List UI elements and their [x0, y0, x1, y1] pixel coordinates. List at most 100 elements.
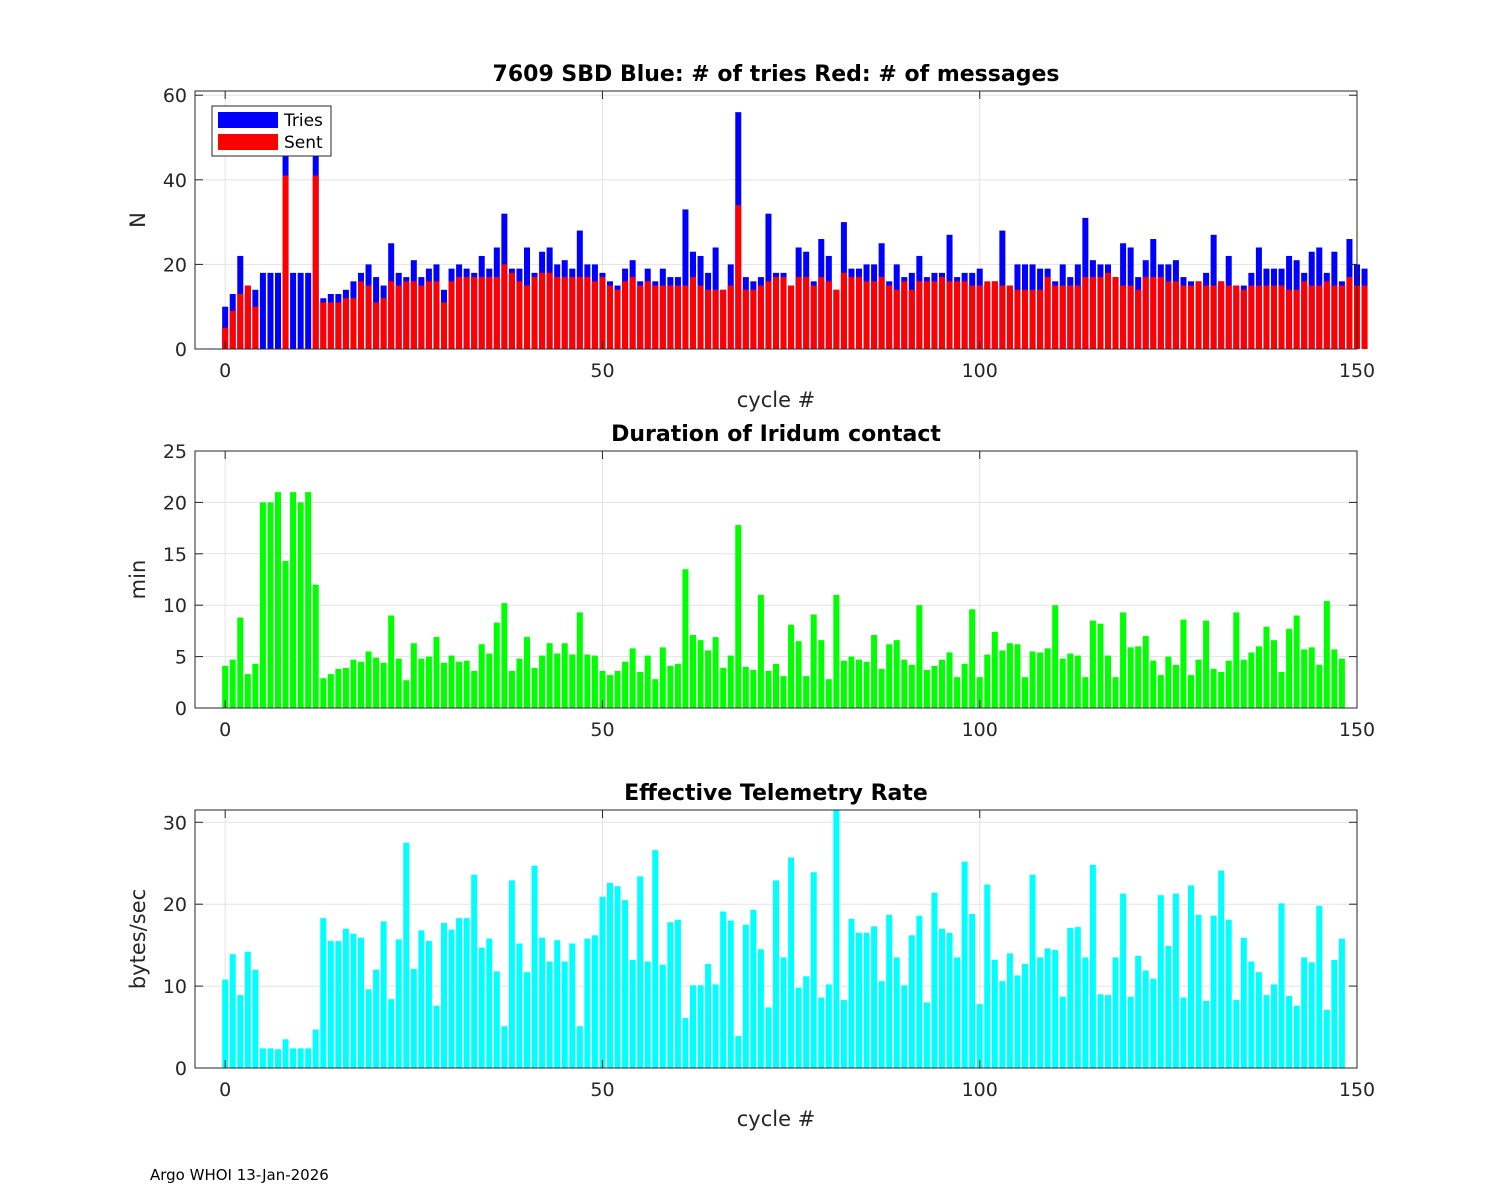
bar — [244, 951, 251, 1068]
bar-sent — [1255, 285, 1262, 349]
bar — [327, 674, 334, 708]
bar-sent — [320, 302, 327, 349]
bar — [1203, 1000, 1210, 1068]
bars — [222, 810, 1345, 1068]
bar-sent — [697, 285, 704, 349]
bar — [244, 674, 251, 708]
bar — [539, 655, 546, 708]
bar — [659, 647, 666, 708]
bar — [320, 678, 327, 708]
bar — [433, 1005, 440, 1068]
bar — [1105, 995, 1111, 1068]
bar — [524, 637, 530, 708]
bar — [1180, 619, 1187, 708]
y-tick-label: 10 — [163, 976, 187, 998]
bar-sent — [1059, 285, 1066, 349]
bar-sent — [493, 277, 500, 349]
bar — [1120, 893, 1127, 1068]
bar-sent — [516, 281, 523, 349]
bar — [282, 560, 289, 708]
bar — [750, 669, 757, 708]
bar — [335, 668, 342, 708]
bar-sent — [1188, 285, 1194, 349]
bar-sent — [599, 277, 606, 349]
bar-sent — [229, 310, 236, 349]
bar — [471, 874, 478, 1068]
bar — [780, 676, 787, 708]
bar-sent — [720, 289, 727, 349]
bar-sent — [591, 281, 598, 349]
bar-sent — [969, 285, 976, 349]
bar — [697, 640, 704, 708]
x-tick-label: 100 — [962, 1079, 998, 1101]
bar — [946, 652, 953, 708]
bar-sent — [644, 281, 651, 349]
bar — [856, 659, 862, 708]
bar — [1150, 978, 1157, 1068]
bar — [290, 1048, 297, 1068]
bar-sent — [856, 277, 862, 349]
bar — [576, 1026, 583, 1068]
bar — [712, 984, 719, 1068]
bar — [591, 655, 598, 708]
bar-tries — [305, 272, 312, 349]
bar — [1044, 648, 1051, 708]
bar — [735, 1036, 742, 1068]
bar — [335, 941, 342, 1068]
bar — [961, 861, 968, 1068]
bar — [833, 810, 840, 1068]
bar — [712, 637, 719, 708]
bar-sent — [705, 289, 712, 349]
y-tick-label: 40 — [163, 170, 187, 192]
bar — [486, 653, 493, 708]
bar — [1286, 995, 1293, 1068]
bar-sent — [674, 285, 681, 349]
bar — [773, 880, 779, 1068]
bar — [516, 658, 523, 708]
bar-sent — [878, 277, 885, 349]
bar — [1203, 620, 1210, 708]
bar — [1301, 957, 1308, 1068]
bar-sent — [607, 285, 613, 349]
bar — [1263, 995, 1270, 1068]
bar — [856, 932, 862, 1068]
bar — [569, 654, 576, 708]
bar — [908, 935, 915, 1068]
bar — [1074, 655, 1081, 708]
bar — [1331, 959, 1338, 1068]
bar — [365, 989, 372, 1068]
bar-sent — [554, 277, 561, 349]
bar-sent — [252, 306, 259, 349]
bar-sent — [1135, 289, 1142, 349]
bar — [848, 656, 855, 708]
bar — [742, 924, 749, 1068]
axes-box — [194, 450, 1358, 709]
bar — [901, 985, 908, 1068]
bar — [1308, 647, 1315, 708]
bar — [365, 651, 372, 708]
bar — [418, 658, 425, 708]
bar-sent — [395, 285, 402, 349]
bar — [508, 670, 515, 708]
bar-sent — [486, 277, 493, 349]
bar-sent — [1165, 281, 1172, 349]
bar — [1248, 652, 1255, 708]
bar — [380, 921, 387, 1068]
bar — [720, 911, 727, 1068]
bar — [1127, 647, 1134, 708]
bar — [410, 968, 417, 1068]
bar — [946, 932, 953, 1068]
y-axis-label: bytes/sec — [126, 889, 150, 989]
bar — [690, 985, 696, 1068]
bar-sent — [810, 285, 817, 349]
bar — [275, 1049, 281, 1068]
bar — [727, 655, 734, 708]
bar-sent — [818, 277, 825, 349]
bar — [508, 880, 515, 1068]
y-tick-label: 0 — [175, 339, 187, 361]
bar — [1180, 997, 1187, 1068]
bar — [327, 941, 334, 1068]
bar — [931, 892, 938, 1068]
bar — [976, 1004, 983, 1068]
bar-sent — [327, 302, 334, 349]
